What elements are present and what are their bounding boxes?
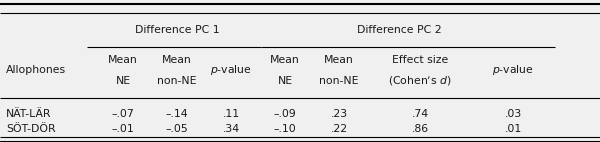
Text: non-NE: non-NE <box>319 76 359 86</box>
Text: Mean: Mean <box>162 55 192 65</box>
Text: Difference PC 2: Difference PC 2 <box>356 25 442 35</box>
Text: $p$-value: $p$-value <box>492 63 534 77</box>
Text: NE: NE <box>277 76 293 86</box>
Text: .03: .03 <box>505 109 521 119</box>
Text: Mean: Mean <box>270 55 300 65</box>
Text: .23: .23 <box>331 109 347 119</box>
Text: .01: .01 <box>505 124 521 134</box>
Text: –.05: –.05 <box>166 124 188 134</box>
Text: –.01: –.01 <box>112 124 134 134</box>
Text: NÄT-LÄR: NÄT-LÄR <box>6 109 52 119</box>
Text: Difference PC 1: Difference PC 1 <box>134 25 220 35</box>
Text: (Cohen’s $d$): (Cohen’s $d$) <box>388 74 452 87</box>
Text: .22: .22 <box>331 124 347 134</box>
Text: non-NE: non-NE <box>157 76 197 86</box>
Text: .86: .86 <box>412 124 428 134</box>
Text: NE: NE <box>115 76 131 86</box>
Text: –.14: –.14 <box>166 109 188 119</box>
Text: Mean: Mean <box>108 55 138 65</box>
Text: .74: .74 <box>412 109 428 119</box>
Text: Allophones: Allophones <box>6 65 66 75</box>
Text: –.07: –.07 <box>112 109 134 119</box>
Text: .11: .11 <box>223 109 239 119</box>
Text: –.10: –.10 <box>274 124 296 134</box>
Text: Mean: Mean <box>324 55 354 65</box>
Text: SÖT-DÖR: SÖT-DÖR <box>6 124 56 134</box>
Text: –.09: –.09 <box>274 109 296 119</box>
Text: .34: .34 <box>223 124 239 134</box>
Text: Effect size: Effect size <box>392 55 448 65</box>
Text: $p$-value: $p$-value <box>210 63 252 77</box>
